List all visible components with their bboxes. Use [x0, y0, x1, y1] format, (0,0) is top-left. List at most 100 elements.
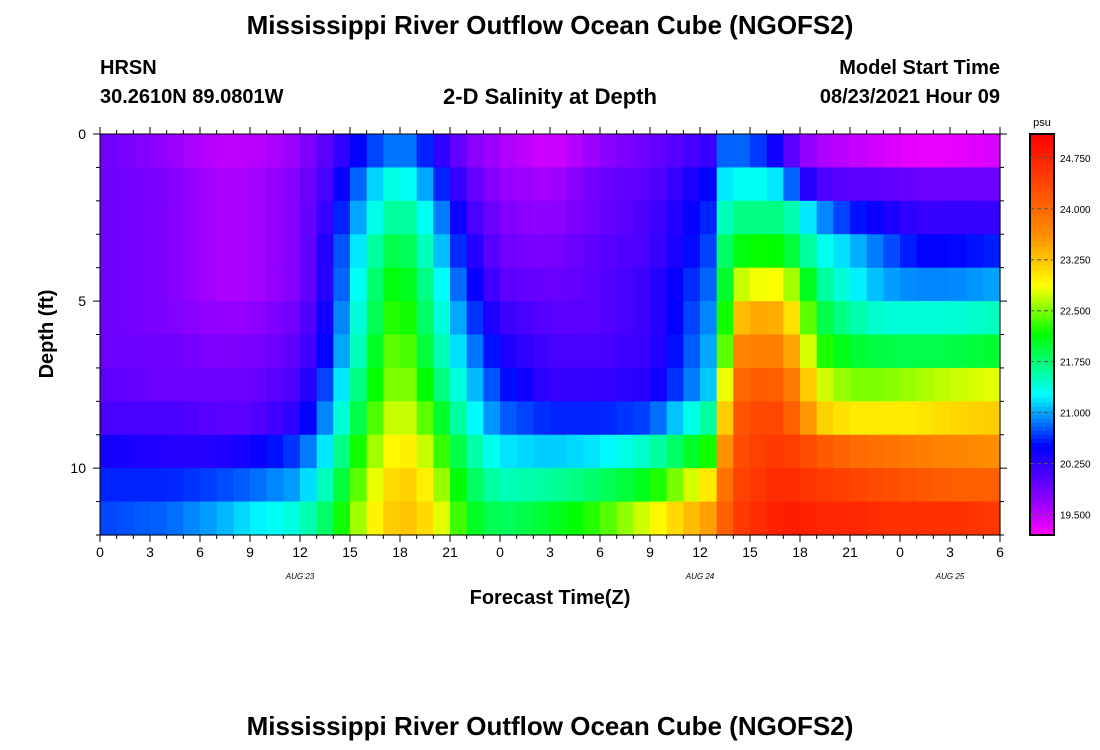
heatmap-cell	[883, 267, 901, 302]
heatmap-cell	[916, 234, 934, 269]
heatmap-cell	[683, 501, 701, 536]
x-tick-label: 12	[692, 544, 708, 560]
heatmap-cell	[400, 134, 418, 169]
heatmap-cell	[716, 167, 734, 202]
heatmap-cell	[950, 367, 968, 402]
heatmap-cell	[483, 501, 501, 536]
heatmap-cell	[983, 301, 1001, 336]
heatmap-cell	[866, 401, 884, 436]
colorbar-segment	[1030, 402, 1054, 408]
heatmap-cell	[550, 501, 568, 536]
heatmap-cell	[216, 167, 234, 202]
heatmap-cell	[100, 267, 118, 302]
heatmap-cell	[533, 267, 551, 302]
heatmap-cell	[450, 367, 468, 402]
heatmap-cell	[616, 468, 634, 503]
heatmap-cell	[850, 134, 868, 169]
heatmap-cell	[983, 334, 1001, 369]
heatmap-cell	[516, 468, 534, 503]
heatmap-cell	[383, 401, 401, 436]
heatmap-cell	[616, 167, 634, 202]
heatmap-cell	[216, 367, 234, 402]
date-label: AUG 25	[935, 572, 965, 581]
heatmap-cell	[383, 234, 401, 269]
heatmap-cell	[783, 301, 801, 336]
colorbar-segment	[1030, 222, 1054, 227]
heatmap-cell	[766, 200, 784, 235]
colorbar-tick-label: 19.500	[1060, 511, 1091, 522]
heatmap-cell	[183, 167, 201, 202]
heatmap-cell	[250, 434, 268, 469]
heatmap-cell	[633, 434, 651, 469]
heatmap-cell	[100, 134, 118, 169]
heatmap-cell	[700, 468, 718, 503]
heatmap-cell	[583, 468, 601, 503]
colorbar-tick-label: 21.000	[1060, 409, 1091, 420]
heatmap-cell	[300, 401, 318, 436]
heatmap-cell	[283, 134, 301, 169]
heatmap-cell	[516, 401, 534, 436]
heatmap-cell	[783, 167, 801, 202]
heatmap-cell	[616, 434, 634, 469]
heatmap-cell	[850, 200, 868, 235]
heatmap-cell	[133, 434, 151, 469]
colorbar-segment	[1030, 274, 1054, 279]
colorbar-segment	[1030, 470, 1054, 476]
colorbar-segment	[1030, 374, 1054, 380]
heatmap-cell	[233, 301, 251, 336]
heatmap-cell	[583, 434, 601, 469]
colorbar-segment	[1030, 282, 1054, 287]
heatmap-cell	[333, 134, 351, 169]
colorbar-segment	[1030, 330, 1054, 336]
colorbar-segment	[1030, 458, 1054, 464]
colorbar-segment	[1030, 494, 1054, 500]
heatmap-cell	[733, 301, 751, 336]
heatmap-cell	[683, 267, 701, 302]
heatmap-cell	[866, 301, 884, 336]
heatmap-cell	[450, 234, 468, 269]
heatmap-cell	[850, 167, 868, 202]
heatmap-cell	[516, 167, 534, 202]
heatmap-cell	[283, 301, 301, 336]
heatmap-cell	[750, 200, 768, 235]
heatmap-cell	[466, 401, 484, 436]
heatmap-cell	[666, 468, 684, 503]
heatmap-cell	[250, 301, 268, 336]
colorbar-segment	[1030, 258, 1054, 263]
heatmap-cell	[333, 234, 351, 269]
heatmap-cell	[316, 134, 334, 169]
colorbar-segment	[1030, 198, 1054, 203]
heatmap-cell	[116, 200, 134, 235]
heatmap-cell	[183, 401, 201, 436]
heatmap-cell	[366, 200, 384, 235]
heatmap-cell	[566, 301, 584, 336]
heatmap-cell	[816, 434, 834, 469]
heatmap-cell	[400, 334, 418, 369]
heatmap-cell	[983, 234, 1001, 269]
heatmap-cell	[900, 468, 918, 503]
colorbar-segment	[1030, 310, 1054, 316]
heatmap-cell	[483, 134, 501, 169]
heatmap-cell	[433, 134, 451, 169]
colorbar-segment	[1030, 342, 1054, 348]
heatmap-cell	[816, 334, 834, 369]
colorbar-segment	[1030, 138, 1054, 143]
heatmap-cell	[383, 367, 401, 402]
colorbar-segment	[1030, 498, 1054, 504]
heatmap-cell	[766, 334, 784, 369]
colorbar-segment	[1030, 270, 1054, 275]
heatmap-cell	[466, 267, 484, 302]
y-axis-label: Depth (ft)	[36, 290, 58, 379]
heatmap-cell	[466, 468, 484, 503]
heatmap-cell	[600, 468, 618, 503]
heatmap-cell	[366, 167, 384, 202]
heatmap-cell	[883, 167, 901, 202]
colorbar-segment	[1030, 378, 1054, 384]
heatmap-cell	[700, 334, 718, 369]
heatmap-cell	[500, 468, 518, 503]
heatmap-cell	[500, 401, 518, 436]
heatmap-cell	[333, 401, 351, 436]
heatmap-cell	[383, 501, 401, 536]
heatmap-cell	[516, 267, 534, 302]
heatmap-cell	[416, 134, 434, 169]
